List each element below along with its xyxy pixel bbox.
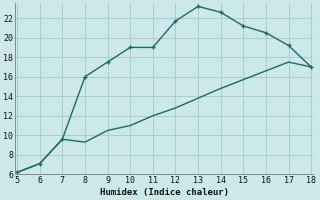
X-axis label: Humidex (Indice chaleur): Humidex (Indice chaleur) xyxy=(100,188,228,197)
